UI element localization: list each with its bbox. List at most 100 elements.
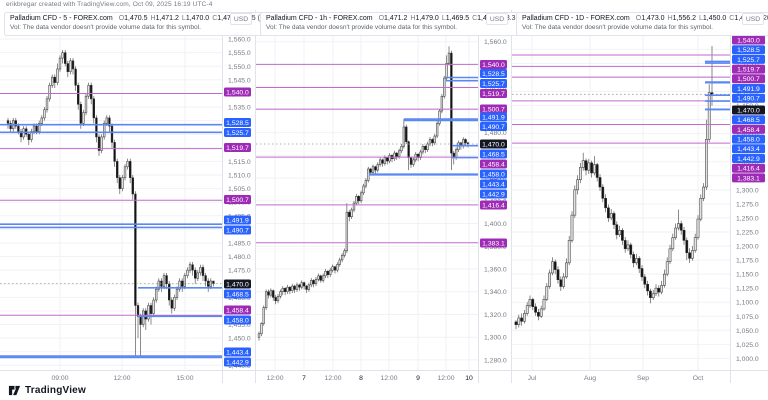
- price-tick-label: 1,150.0: [736, 272, 759, 279]
- candle-body: [635, 258, 638, 264]
- candle-body: [595, 164, 599, 178]
- candle-body: [556, 269, 560, 280]
- candle-body: [87, 85, 90, 97]
- candle-body: [551, 261, 554, 274]
- level-price-badge: [480, 189, 507, 199]
- panel-1-symbol-title[interactable]: Palladium CFD - 5 - FOREX.com: [10, 15, 113, 22]
- current-price-badge: [480, 139, 507, 149]
- candle-body: [657, 287, 661, 293]
- level-price-badge: [732, 134, 765, 144]
- candle-body: [317, 275, 320, 280]
- candle-body: [136, 305, 140, 317]
- candle-body: [534, 306, 537, 313]
- panel-3: 1,000.0 1,025.0 1,050.0 1,075.0 1,100.0 1,125…: [512, 28, 765, 383]
- candle-body: [615, 224, 619, 236]
- price-badge-label: 1,519.7: [226, 145, 249, 152]
- price-badge-label: 1,470.0: [482, 141, 505, 148]
- candle-body: [58, 57, 62, 70]
- price-badge-label: 1,443.4: [482, 181, 505, 188]
- candle-body: [671, 237, 675, 250]
- level-price-badge: [480, 89, 507, 98]
- candle-body: [170, 299, 173, 309]
- candle-body: [364, 180, 368, 187]
- candle-body: [576, 179, 579, 191]
- price-badge-label: 1,540.0: [737, 37, 760, 44]
- candle-body: [590, 162, 593, 174]
- candle-body: [27, 133, 30, 140]
- tradingview-logo-link[interactable]: TradingView: [8, 384, 86, 397]
- candle-body: [307, 284, 311, 290]
- candle-body: [25, 128, 28, 135]
- candle-body: [632, 254, 635, 264]
- level-price-badge: [224, 305, 251, 315]
- candle-body: [523, 313, 526, 322]
- candle-body: [345, 211, 349, 252]
- panel-1-plot-area[interactable]: [0, 28, 222, 370]
- price-tick-label: 1,275.0: [736, 201, 759, 208]
- candle-body: [279, 291, 282, 297]
- level-price-badge: [224, 143, 251, 152]
- level-price-badge: [480, 200, 507, 210]
- candle-body: [64, 52, 67, 64]
- level-price-badge: [224, 87, 251, 97]
- price-tick-label: 1,475.0: [228, 268, 251, 275]
- candle-body: [149, 305, 153, 314]
- candle-body: [321, 275, 325, 281]
- panel-3-currency-button[interactable]: USD: [742, 13, 764, 25]
- candle-body: [116, 161, 119, 178]
- price-badge-label: 1,528.5: [226, 120, 249, 127]
- candle-body: [95, 117, 98, 138]
- price-tick-label: 1,075.0: [736, 314, 759, 321]
- candle-body: [165, 275, 168, 284]
- candle-body: [562, 276, 565, 287]
- candle-body: [539, 308, 543, 317]
- panel-3-plot-area[interactable]: [512, 28, 730, 370]
- ohlc-key: C: [472, 15, 478, 22]
- panel-3-symbol-title[interactable]: Palladium CFD - 1D - FOREX.com: [522, 15, 630, 22]
- ohlc-value: 1,479.0: [415, 15, 439, 22]
- candle-body: [593, 164, 596, 174]
- level-price-badge: [480, 69, 507, 78]
- ohlc-key: H: [150, 15, 156, 22]
- candle-body: [637, 258, 641, 269]
- candle-body: [573, 189, 577, 216]
- candle-body: [38, 123, 41, 132]
- candle-body: [528, 299, 532, 306]
- candle-body: [685, 240, 689, 254]
- candle-body: [433, 135, 436, 144]
- panel-2-currency-button[interactable]: USD: [486, 13, 508, 25]
- candle-body: [123, 166, 127, 178]
- panel-1-currency-button[interactable]: USD: [230, 13, 252, 25]
- candle-body: [559, 279, 563, 287]
- panel-2-symbol-title[interactable]: Palladium CFD - 1h - FOREX.com: [266, 15, 373, 22]
- candle-body: [626, 244, 630, 250]
- ohlc-key: C: [729, 15, 735, 22]
- candle-body: [607, 207, 610, 219]
- price-tick-label: 1,175.0: [736, 258, 759, 265]
- price-tick-label: 1,280.0: [484, 357, 507, 364]
- candle-body: [609, 213, 613, 219]
- price-tick-label: 1,360.0: [484, 267, 507, 274]
- candle-body: [66, 63, 69, 72]
- panel-3-volume-note: Vol: The data vendor doesn't provide vol…: [522, 24, 713, 31]
- price-badge-label: 1,500.7: [737, 76, 760, 83]
- candle-body: [199, 267, 202, 274]
- price-tick-label: 1,250.0: [736, 215, 759, 222]
- price-tick-label: 1,050.0: [736, 328, 759, 335]
- candle-body: [525, 305, 529, 314]
- time-tick-label: Aug: [584, 375, 596, 382]
- candle-body: [191, 264, 194, 271]
- candle-body: [426, 143, 429, 150]
- price-tick-label: 1,225.0: [736, 229, 759, 236]
- candle-body: [186, 269, 189, 276]
- ohlc-key: H: [410, 15, 416, 22]
- ohlc-value: 1,470.0: [185, 15, 210, 22]
- candle-body: [9, 123, 12, 130]
- time-tick-label: 8: [359, 375, 363, 382]
- candle-body: [329, 269, 332, 275]
- panel-3-legend[interactable]: Palladium CFD - 1D - FOREX.com O1,473.0 H1…: [516, 12, 768, 36]
- candle-body: [378, 159, 382, 165]
- candle-body: [82, 112, 85, 124]
- price-tick-label: 1,550.0: [228, 64, 251, 71]
